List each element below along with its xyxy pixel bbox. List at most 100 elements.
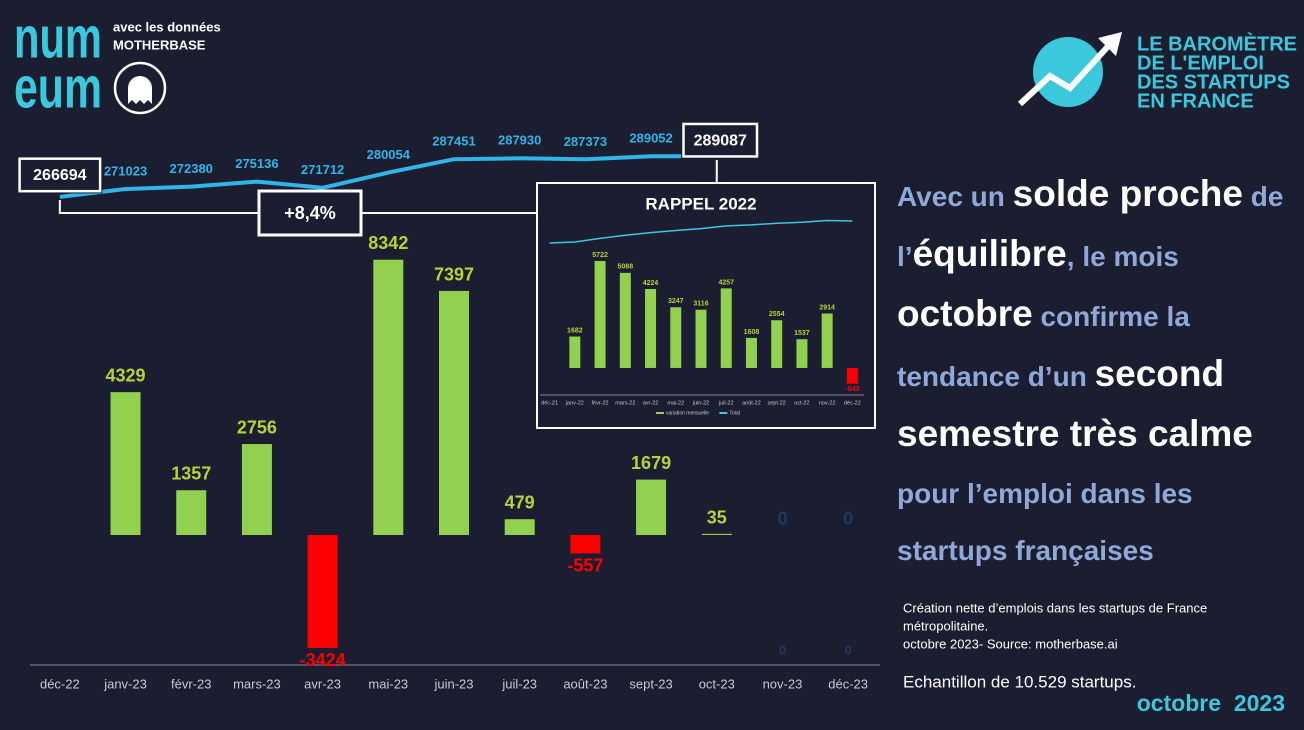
bottom-zero-label: 0 [845, 642, 852, 657]
period-label: octobre 2023 [1137, 690, 1285, 716]
line-value-label: 287930 [498, 133, 541, 148]
x-tick-label: nov-23 [763, 676, 803, 691]
bar-value-label: 3247 [668, 298, 684, 305]
headline-text: confirme la tendance d’un [897, 301, 1190, 392]
line-value-label: 287373 [564, 134, 607, 149]
inset-frame [536, 182, 876, 429]
bar-value-label: 2554 [769, 311, 785, 318]
bar-value-label: 35 [707, 507, 727, 527]
line-value-label: 280054 [367, 147, 411, 162]
x-tick-label: févr-22 [592, 400, 609, 406]
line-value-label: 287451 [432, 134, 475, 149]
inset-chart: RAPPEL 2022 déc-21 janv-22 févr-22 mars-22 av… [536, 182, 876, 429]
bar-value-label: -843 [845, 386, 859, 393]
bar-value-label: 2756 [237, 418, 277, 438]
logo-line: num [14, 5, 102, 70]
icon-ghost [128, 76, 152, 104]
growth-label: +8,4% [284, 203, 336, 223]
bar [771, 320, 783, 368]
bar-value-label: 3116 [693, 301, 708, 308]
x-tick-label: mai-22 [667, 400, 684, 406]
line-value-label: 275136 [235, 156, 278, 171]
bar [373, 259, 404, 535]
note-line: octobre 2023- Source: motherbase.ai [903, 636, 1118, 651]
line [549, 219, 853, 244]
bar [796, 339, 808, 368]
logo-arrow [1017, 39, 1115, 107]
bar-value-label: 7397 [434, 264, 474, 284]
bar [619, 272, 631, 368]
bottom-zero-label: 0 [779, 642, 786, 657]
source-name: MOTHERBASE [113, 37, 206, 52]
icon-ring [113, 61, 167, 115]
logo-text: EN FRANCE [1137, 90, 1254, 112]
bar-value-label: 479 [505, 493, 535, 513]
logo-arrowhead [1098, 32, 1122, 56]
x-tick-label: oct-22 [794, 400, 809, 406]
line [59, 154, 717, 199]
line-value-label: 289087 [694, 132, 747, 149]
sample-note: Echantillon de 10.529 startups. [903, 672, 1136, 691]
bar-value-label: 4224 [643, 280, 659, 287]
x-tick-label: juil-22 [718, 400, 734, 406]
headline-emphasis: octobre [897, 293, 1033, 334]
bar-value-label: 1537 [794, 330, 810, 337]
bar-value-label: 4329 [106, 366, 146, 386]
x-tick-label: déc-22 [40, 676, 80, 691]
bar-value-label: 5088 [618, 264, 634, 271]
note-line: Création nette d’emplois dans les startu… [903, 600, 1207, 615]
headline-text: pour l’emploi dans les startups français… [897, 478, 1193, 566]
x-tick-label: mars-23 [233, 676, 281, 691]
main-chart: déc-22 janv-23 févr-23 mars-23 avr-23 mai-23 j… [17, 121, 880, 691]
x-tick-label: août-23 [563, 676, 607, 691]
highlight-box-inner [20, 159, 99, 190]
logo-circle [1033, 37, 1103, 107]
chart-title: RAPPEL 2022 [645, 194, 756, 213]
bar [720, 288, 732, 368]
x-tick-label: avr-22 [643, 400, 659, 406]
bar-value-label: 1608 [744, 329, 760, 336]
bar [241, 444, 272, 535]
bar [846, 367, 858, 384]
bar-value-label: 0 [777, 508, 787, 528]
bar [745, 337, 757, 368]
numeum-logo: num eum [14, 5, 102, 120]
growth-box [257, 189, 363, 237]
logo-line: eum [14, 55, 102, 120]
note-line: métropolitaine. [903, 618, 988, 633]
highlight-box-inner [684, 125, 756, 156]
bar [645, 288, 657, 368]
headline-emphasis: équilibre [912, 233, 1067, 274]
bar [594, 260, 606, 368]
bar [701, 533, 732, 535]
x-tick-label: janv-22 [565, 400, 584, 406]
headline-text: , le mois [1066, 241, 1179, 272]
x-tick-label: déc-23 [828, 676, 868, 691]
legend-label: Total [729, 410, 740, 416]
headline-text: Avec un [897, 181, 1013, 212]
bar [569, 336, 581, 368]
headline-emphasis: solde proche [1012, 173, 1243, 214]
bar [176, 490, 207, 535]
bar-value-label: 0 [843, 508, 853, 528]
bar [670, 307, 682, 368]
logo-text: LE BAROMÈTRE [1137, 32, 1297, 55]
x-tick-label: mars-22 [615, 400, 635, 406]
x-tick-label: juin-22 [692, 400, 710, 406]
line-value-label: 289052 [629, 131, 672, 146]
x-tick-label: juil-23 [501, 676, 537, 691]
logo-text: DE L'EMPLOI [1137, 52, 1264, 74]
x-tick-label: janv-23 [103, 676, 147, 691]
legend-label: variation mensuelle [666, 410, 709, 416]
bar [821, 313, 833, 368]
line-value-label: 266694 [33, 167, 86, 184]
headline-text: de l’ [897, 181, 1284, 272]
bar [110, 392, 141, 535]
x-tick-label: déc-22 [844, 400, 861, 406]
bar [636, 479, 667, 535]
bar-value-label: 1679 [631, 453, 671, 473]
bar [307, 535, 338, 648]
headline: Avec un solde proche de l’équilibre, le … [897, 168, 1292, 582]
